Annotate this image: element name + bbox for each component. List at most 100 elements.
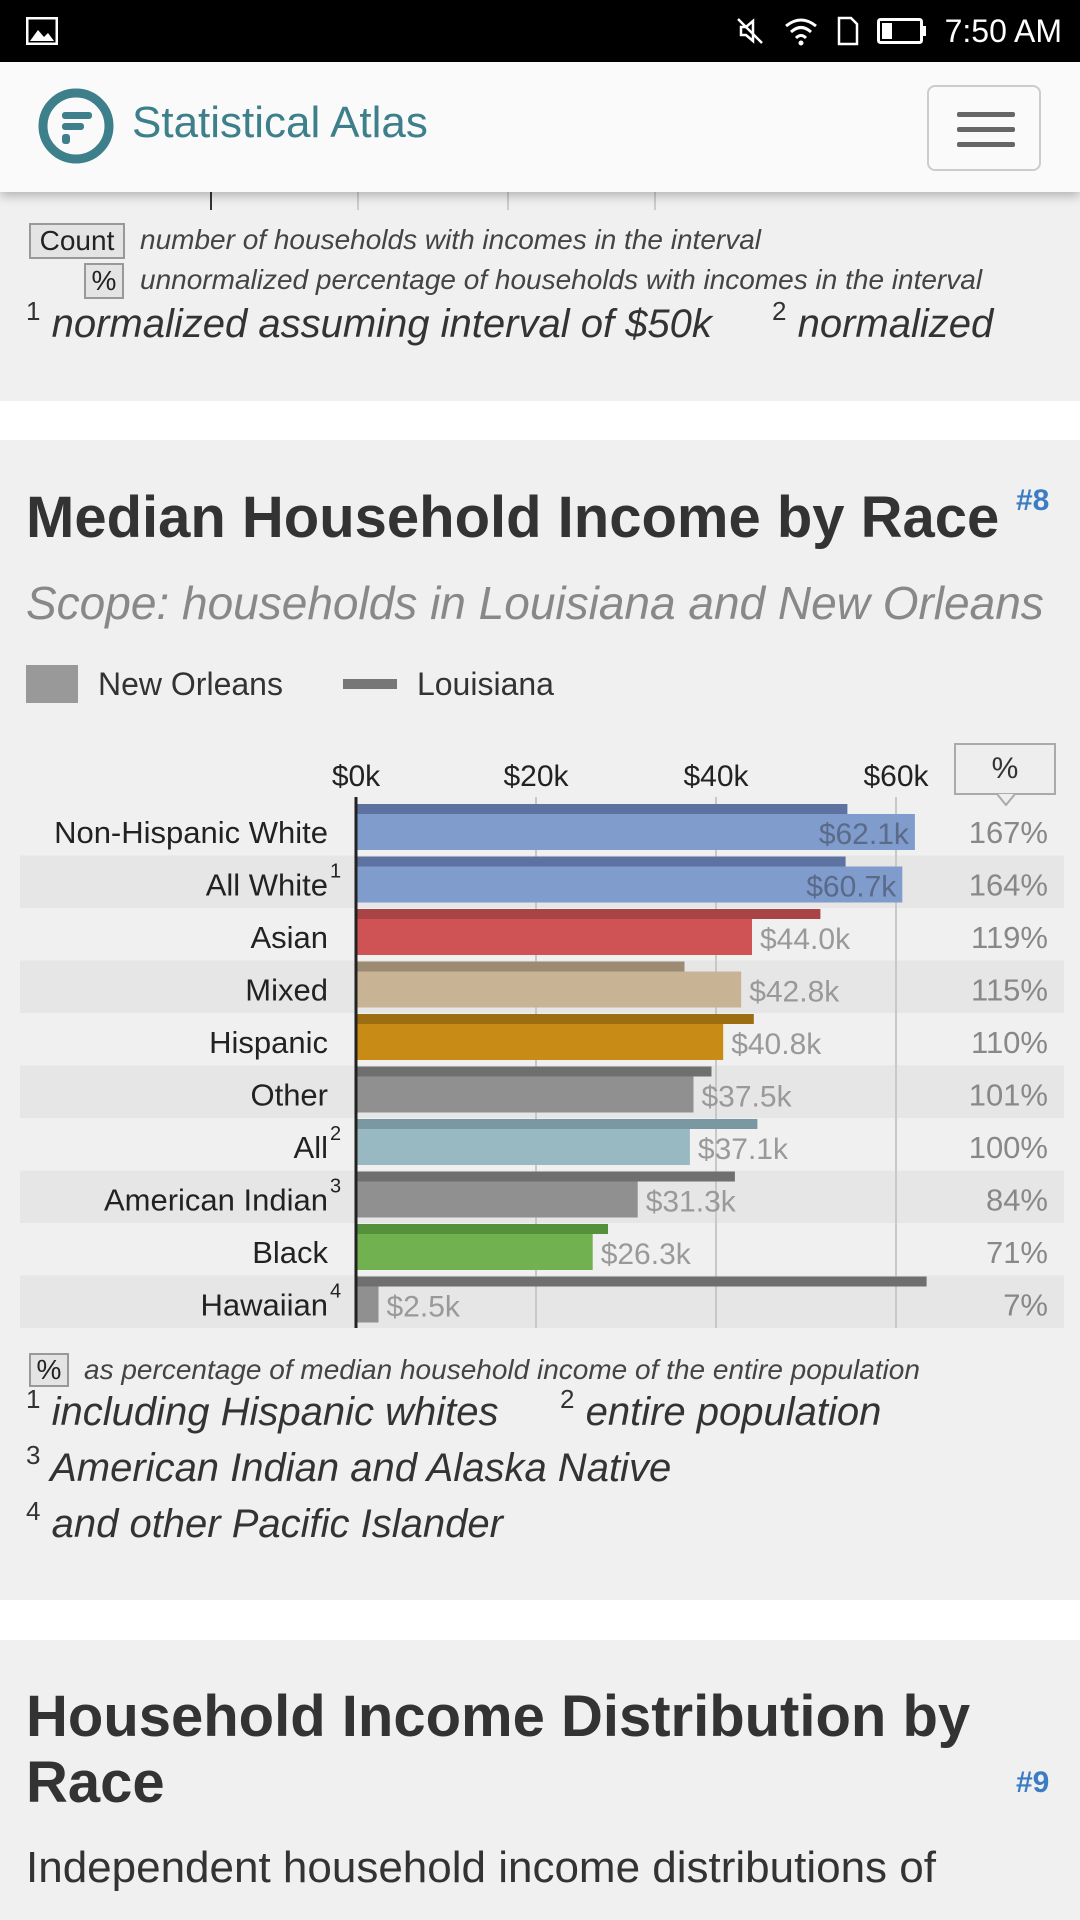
axis-tick (507, 192, 509, 210)
new-orleans-bar (356, 1234, 593, 1270)
previous-section: Count number of households with incomes … (0, 192, 1080, 401)
x-tick-label: $40k (683, 760, 749, 793)
louisiana-bar (356, 856, 846, 867)
section-description: Independent household income distributio… (26, 1843, 936, 1892)
section-title: Median Household Income by Race (26, 485, 1000, 550)
new-orleans-bar (356, 1286, 379, 1323)
footnote-2: 2 entire population (560, 1384, 882, 1434)
percentage-label: 110% (971, 1025, 1048, 1060)
category-superscript: 3 (330, 1176, 341, 1198)
new-orleans-bar (356, 1076, 694, 1113)
count-description: number of households with incomes in the… (140, 224, 762, 255)
footnote-percent-button[interactable]: % (29, 1353, 69, 1387)
battery-icon (876, 18, 926, 44)
chevron-down-icon (996, 794, 1016, 806)
percent-toggle-button[interactable]: % (954, 743, 1056, 795)
legend-swatch-line (342, 679, 397, 689)
menu-button[interactable] (927, 85, 1041, 171)
category-superscript: 4 (330, 1281, 341, 1303)
value-label: $42.8k (749, 976, 840, 1009)
value-label: $37.1k (698, 1133, 789, 1166)
hamburger-icon-line (957, 142, 1015, 147)
category-label: Hispanic (209, 1025, 328, 1060)
axis-tick (210, 192, 212, 210)
axis-tick (654, 192, 656, 210)
category-label: All White (206, 868, 328, 903)
x-tick-label: $20k (503, 760, 569, 793)
image-icon (26, 17, 58, 45)
legend-label-new-orleans: New Orleans (98, 665, 283, 702)
income-distribution-section: Household Income Distribution by Race #9 (0, 1640, 1080, 1920)
new-orleans-bar (356, 866, 903, 903)
scope-text: Scope: households in Louisiana and New O… (26, 577, 1044, 629)
value-label: $31.3k (646, 1186, 737, 1219)
chart-legend: New Orleans Louisiana (26, 665, 554, 703)
percentage-label: 71% (986, 1235, 1048, 1270)
louisiana-bar (356, 1066, 712, 1077)
axis-tick (357, 192, 359, 210)
footnote-2: 2 normalized (772, 296, 994, 346)
footnote-1: 1 normalized assuming interval of $50k (26, 296, 712, 346)
louisiana-bar (356, 1014, 754, 1024)
percentage-label: 167% (969, 815, 1048, 850)
louisiana-bar (356, 1276, 927, 1287)
category-label: All (294, 1130, 328, 1165)
value-label: $44.0k (760, 923, 851, 956)
legend-label-louisiana: Louisiana (416, 665, 554, 702)
navbar: Statistical Atlas (0, 62, 1080, 192)
footnote-1: 1 including Hispanic whites (26, 1384, 499, 1434)
value-label: $2.5k (387, 1291, 461, 1324)
category-superscript: 2 (330, 1123, 341, 1145)
section-title: Household Income Distribution by Race (26, 1684, 971, 1815)
category-label: Other (250, 1078, 328, 1113)
percentage-label: 115% (971, 973, 1048, 1008)
new-orleans-bar (356, 919, 752, 955)
value-label: $40.8k (731, 1028, 822, 1061)
x-tick-label: $0k (332, 760, 381, 793)
section-anchor-link[interactable]: #8 (1016, 484, 1050, 517)
wifi-icon (784, 18, 817, 46)
median-income-section: Median Household Income by Race #8 Scope… (0, 440, 1080, 1600)
percentage-label: 164% (969, 868, 1048, 903)
category-label: Hawaiian (200, 1288, 328, 1323)
category-superscript: 1 (330, 861, 341, 883)
value-label: $62.1k (819, 818, 910, 851)
brand-title[interactable]: Statistical Atlas (132, 98, 428, 147)
footnote-percent-description: as percentage of median household income… (84, 1354, 920, 1385)
x-tick-label: $60k (863, 760, 929, 793)
louisiana-bar (356, 1171, 735, 1182)
new-orleans-bar (356, 814, 915, 850)
percentage-label: 7% (1003, 1288, 1048, 1323)
new-orleans-bar (356, 1129, 690, 1165)
value-label: $26.3k (601, 1238, 692, 1271)
hamburger-icon-line (957, 127, 1015, 132)
clock: 7:50 AM (944, 12, 1062, 49)
louisiana-bar (356, 909, 821, 919)
percentage-label: 100% (969, 1130, 1048, 1165)
section-anchor-link[interactable]: #9 (1016, 1766, 1050, 1799)
value-label: $60.7k (806, 871, 897, 904)
new-orleans-bar (356, 1181, 638, 1218)
mute-icon (736, 18, 763, 44)
louisiana-bar (356, 1224, 608, 1234)
louisiana-bar (356, 804, 848, 814)
percent-button[interactable]: % (84, 263, 124, 299)
legend-swatch-bar (26, 665, 78, 703)
statistical-atlas-logo[interactable] (38, 88, 114, 164)
percentage-label: 84% (986, 1183, 1048, 1218)
category-label: American Indian (104, 1183, 328, 1218)
hamburger-icon-line (957, 112, 1015, 117)
percentage-label: 101% (969, 1078, 1048, 1113)
category-label: Non-Hispanic White (54, 815, 328, 850)
footnote-3: 3 American Indian and Alaska Native (26, 1440, 672, 1490)
category-label: Mixed (245, 973, 328, 1008)
new-orleans-bar (356, 971, 742, 1008)
percent-description: unnormalized percentage of households wi… (140, 264, 983, 295)
value-label: $37.5k (702, 1081, 793, 1114)
louisiana-bar (356, 961, 685, 972)
count-button[interactable]: Count (29, 223, 125, 259)
new-orleans-bar (356, 1024, 724, 1060)
louisiana-bar (356, 1119, 758, 1129)
category-label: Asian (250, 920, 328, 955)
